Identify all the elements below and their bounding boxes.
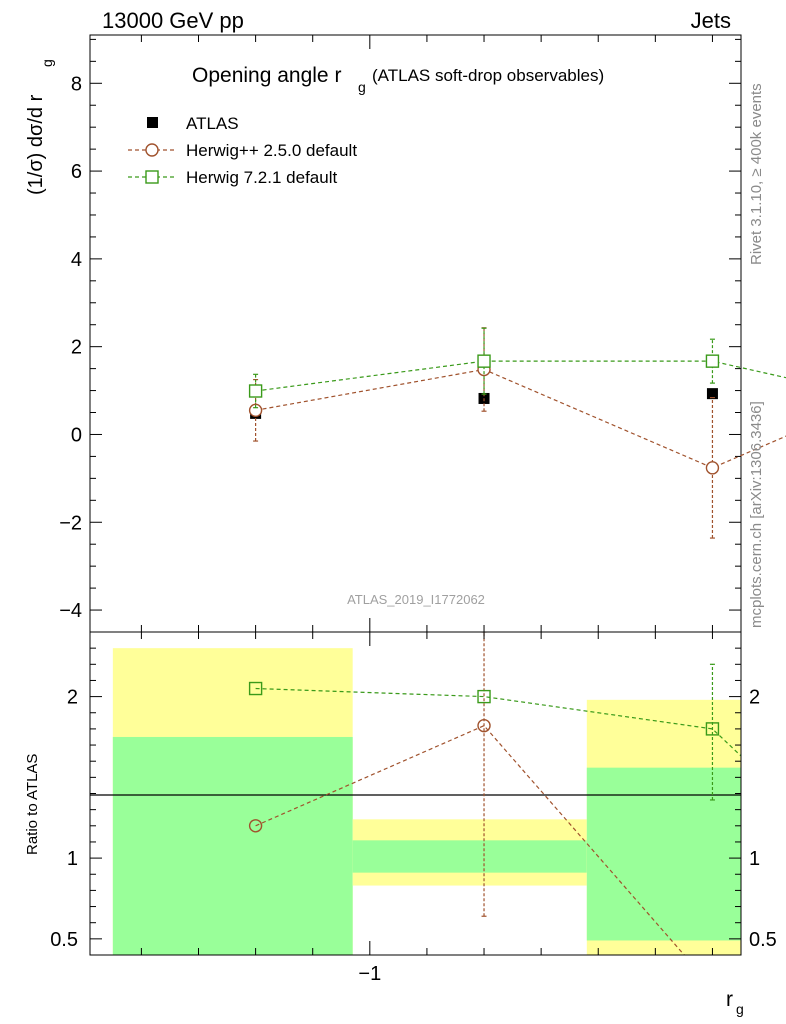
ratio-plot-panel: 0.5 0.5 1 1 2 2 −1−0.5 Ratio to ATLAS r g [24, 631, 777, 1017]
data-point [706, 388, 718, 400]
ratio-uncertainty-bands [112, 648, 741, 955]
analysis-watermark: ATLAS_2019_I1772062 [347, 592, 485, 607]
ratio-x-ticks: −1−0.5 [140, 632, 713, 985]
ratio-data-point [477, 718, 491, 733]
legend-label-atlas: ATLAS [186, 114, 239, 133]
ratio-y-tick-label: 1 [67, 848, 78, 870]
legend-marker-atlas [147, 117, 158, 128]
header-right-text: Jets [691, 8, 731, 33]
main-y-tick-label: 8 [71, 73, 82, 95]
series-1 [248, 327, 786, 539]
legend-marker-herwig7 [145, 170, 159, 184]
series-line [255, 368, 786, 469]
ratio-y-axis-label: Ratio to ATLAS [24, 754, 41, 855]
ratio-y-axis-label-text: Ratio to ATLAS [24, 754, 41, 855]
main-y-tick-label: 0 [71, 424, 82, 446]
plot-title-main: Opening angle r [192, 64, 341, 87]
main-y-axis-label: (1/σ) dσ/d r g [25, 59, 55, 195]
data-point [248, 384, 263, 398]
main-x-ticks [140, 35, 713, 632]
plot-title-suffix: (ATLAS soft-drop observables) [372, 66, 604, 85]
main-plot-panel: −4 −2 0 2 4 6 8 Opening angle r g (ATLAS soft-… [25, 34, 786, 633]
main-y-tick-label: 4 [71, 249, 82, 271]
ratio-data-point [705, 722, 720, 736]
data-point [705, 461, 720, 475]
legend-label-herwig7: Herwig 7.2.1 default [186, 168, 337, 187]
green-band [352, 840, 587, 873]
series-line [255, 360, 786, 392]
ratio-series-layer [248, 632, 741, 955]
data-point [705, 354, 720, 368]
ratio-y-tick-label: 2 [67, 687, 78, 709]
ratio-y-tick-label: 0.5 [50, 929, 78, 951]
data-point [248, 403, 263, 418]
x-tick-label: −1 [358, 963, 381, 985]
ratio-y-tick-label-right: 1 [749, 848, 760, 870]
main-y-tick-label: 6 [71, 161, 82, 183]
mcplots-reference-text: mcplots.cern.ch [arXiv:1306.3436] [748, 401, 765, 628]
main-y-ticks: −4 −2 0 2 4 6 8 [59, 38, 741, 633]
ratio-series-0 [248, 632, 686, 955]
green-band [586, 767, 741, 941]
rivet-version-text: Rivet 3.1.10, ≥ 400k events [748, 83, 765, 265]
ratio-data-point [477, 689, 491, 704]
main-series-layer [248, 327, 786, 539]
series-0 [250, 388, 718, 419]
x-axis-label-main: r [726, 988, 733, 1011]
plot-title: Opening angle r [192, 64, 341, 87]
legend: ATLAS Herwig++ 2.5.0 default Herwig 7.2.… [128, 114, 357, 187]
ratio-y-ticks: 0.5 0.5 1 1 2 2 [50, 647, 777, 951]
main-y-axis-label-main: (1/σ) dσ/d r [25, 94, 47, 195]
ratio-data-point [248, 819, 263, 833]
main-y-tick-label: 2 [71, 337, 82, 359]
ratio-series-line [255, 687, 741, 757]
legend-marker-herwigpp [145, 143, 159, 157]
main-y-axis-label-subscript: g [39, 59, 55, 67]
ratio-y-tick-label-right: 0.5 [749, 929, 777, 951]
rivet-side-text-group: Rivet 3.1.10, ≥ 400k events [748, 83, 765, 265]
ratio-series-1 [248, 663, 741, 801]
x-axis-label-subscript: g [736, 1001, 744, 1017]
series-2 [248, 327, 786, 409]
ratio-y-tick-label-right: 2 [749, 687, 760, 709]
legend-label-herwigpp: Herwig++ 2.5.0 default [186, 141, 357, 160]
main-y-tick-label: −4 [59, 600, 82, 622]
green-band [112, 736, 353, 955]
ratio-data-point [248, 681, 263, 696]
mcplots-side-text-group: mcplots.cern.ch [arXiv:1306.3436] [748, 401, 765, 628]
plot-title-subscript: g [358, 79, 366, 95]
data-point [477, 354, 491, 368]
header-left-text: 13000 GeV pp [102, 8, 244, 33]
main-y-tick-label: −2 [59, 512, 82, 534]
